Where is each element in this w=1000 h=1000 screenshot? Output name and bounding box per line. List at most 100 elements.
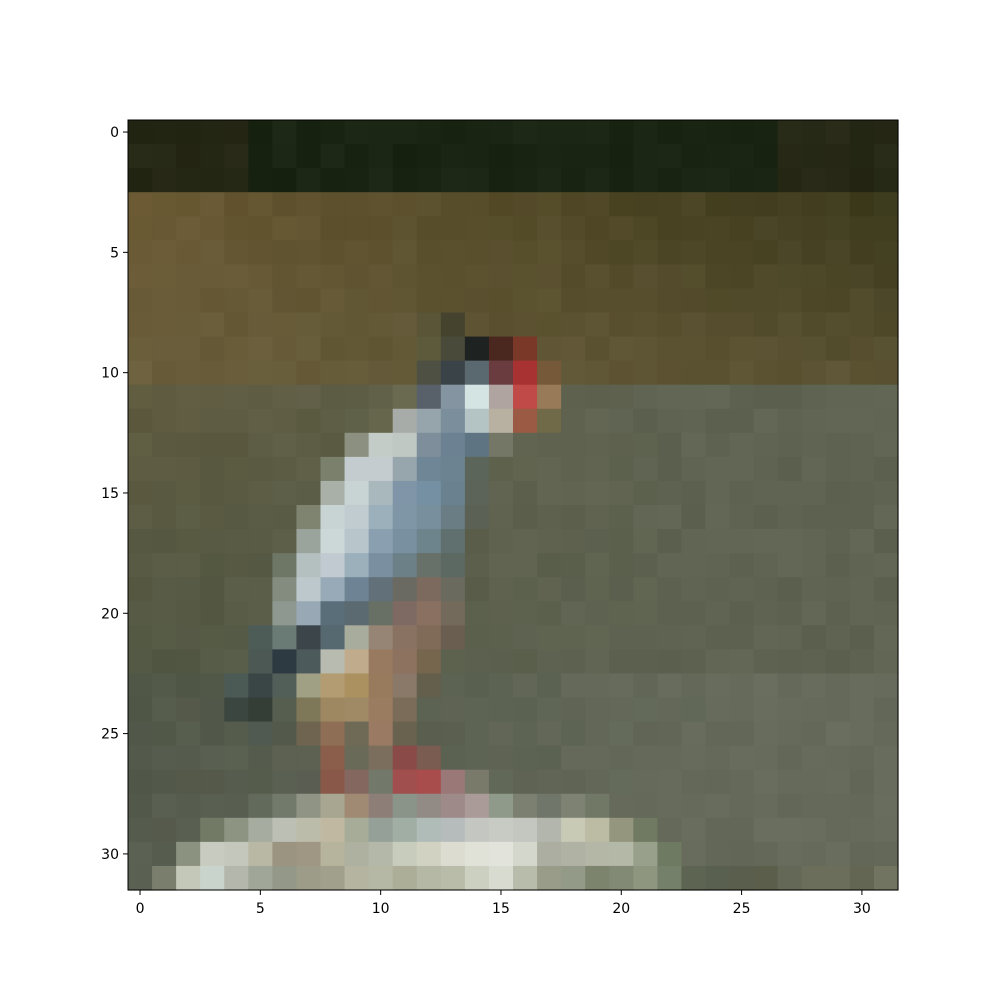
pixel-cell bbox=[801, 841, 827, 867]
pixel-cell bbox=[657, 192, 683, 217]
pixel-cell bbox=[272, 144, 298, 169]
pixel-cell bbox=[296, 865, 322, 891]
pixel-cell bbox=[344, 432, 370, 458]
pixel-cell bbox=[777, 865, 803, 891]
pixel-cell bbox=[152, 144, 177, 169]
pixel-cell bbox=[873, 649, 899, 675]
pixel-cell bbox=[609, 312, 634, 338]
pixel-cell bbox=[224, 505, 249, 530]
pixel-cell bbox=[464, 601, 490, 626]
pixel-cell bbox=[801, 793, 827, 819]
pixel-cell bbox=[176, 505, 201, 530]
pixel-cell bbox=[200, 288, 225, 314]
pixel-cell bbox=[368, 360, 394, 386]
pixel-cell bbox=[729, 336, 755, 362]
pixel-cell bbox=[513, 408, 538, 434]
pixel-cell bbox=[537, 480, 562, 506]
pixel-cell bbox=[344, 625, 370, 650]
pixel-cell bbox=[777, 312, 803, 338]
pixel-cell bbox=[753, 721, 779, 747]
pixel-cell bbox=[561, 168, 586, 193]
pixel-cell bbox=[440, 697, 466, 723]
pixel-cell bbox=[729, 769, 755, 795]
pixel-cell bbox=[320, 697, 346, 723]
pixel-cell bbox=[777, 384, 803, 410]
pixel-cell bbox=[513, 264, 538, 290]
pixel-cell bbox=[657, 168, 683, 193]
pixel-cell bbox=[464, 240, 490, 265]
pixel-cell bbox=[801, 673, 827, 699]
pixel-cell bbox=[825, 216, 851, 241]
pixel-cell bbox=[416, 384, 442, 410]
pixel-cell bbox=[320, 505, 346, 530]
pixel-cell bbox=[368, 625, 394, 650]
pixel-cell bbox=[368, 793, 394, 819]
pixel-cell bbox=[440, 865, 466, 891]
pixel-cell bbox=[777, 553, 803, 578]
pixel-cell bbox=[849, 216, 875, 241]
pixel-cell bbox=[248, 721, 273, 747]
pixel-cell bbox=[801, 120, 827, 145]
pixel-cell bbox=[825, 673, 851, 699]
pixel-cell bbox=[152, 480, 177, 506]
pixel-cell bbox=[657, 240, 683, 265]
pixel-cell bbox=[537, 120, 562, 145]
pixel-cell bbox=[537, 432, 562, 458]
pixel-cell bbox=[777, 336, 803, 362]
pixel-cell bbox=[657, 601, 683, 626]
pixel-cell bbox=[176, 192, 201, 217]
pixel-cell bbox=[128, 673, 153, 699]
pixel-cell bbox=[200, 601, 225, 626]
pixel-cell bbox=[200, 312, 225, 338]
pixel-cell bbox=[753, 865, 779, 891]
pixel-cell bbox=[657, 456, 683, 482]
pixel-cell bbox=[368, 769, 394, 795]
pixel-cell bbox=[152, 673, 177, 699]
pixel-cell bbox=[633, 288, 658, 314]
pixel-cell bbox=[513, 625, 538, 650]
pixel-cell bbox=[801, 625, 827, 650]
pixel-cell bbox=[561, 120, 586, 145]
pixel-cell bbox=[681, 480, 707, 506]
pixel-cell bbox=[200, 673, 225, 699]
pixel-cell bbox=[464, 168, 490, 193]
pixel-cell bbox=[825, 625, 851, 650]
y-tick-label: 0 bbox=[110, 125, 119, 141]
pixel-cell bbox=[176, 288, 201, 314]
pixel-cell bbox=[320, 769, 346, 795]
pixel-cell bbox=[801, 288, 827, 314]
pixel-cell bbox=[609, 841, 634, 867]
pixel-cell bbox=[272, 456, 298, 482]
pixel-cell bbox=[392, 553, 418, 578]
pixel-cell bbox=[392, 264, 418, 290]
pixel-cell bbox=[176, 769, 201, 795]
pixel-cell bbox=[609, 769, 634, 795]
pixel-cell bbox=[224, 456, 249, 482]
pixel-cell bbox=[801, 384, 827, 410]
pixel-cell bbox=[513, 673, 538, 699]
pixel-cell bbox=[753, 216, 779, 241]
pixel-cell bbox=[344, 841, 370, 867]
pixel-cell bbox=[416, 865, 442, 891]
pixel-cell bbox=[849, 505, 875, 530]
pixel-cell bbox=[416, 456, 442, 482]
pixel-cell bbox=[633, 625, 658, 650]
pixel-cell bbox=[440, 841, 466, 867]
pixel-cell bbox=[801, 745, 827, 771]
pixel-cell bbox=[344, 673, 370, 699]
pixel-cell bbox=[128, 649, 153, 675]
pixel-cell bbox=[561, 192, 586, 217]
pixel-cell bbox=[657, 841, 683, 867]
pixel-cell bbox=[128, 865, 153, 891]
pixel-cell bbox=[657, 264, 683, 290]
pixel-cell bbox=[681, 553, 707, 578]
pixel-cell bbox=[368, 432, 394, 458]
pixel-cell bbox=[176, 480, 201, 506]
pixel-cell bbox=[224, 192, 249, 217]
x-tick-label: 15 bbox=[492, 901, 510, 917]
pixel-cell bbox=[296, 721, 322, 747]
pixel-cell bbox=[200, 529, 225, 554]
pixel-cell bbox=[272, 769, 298, 795]
pixel-cell bbox=[176, 408, 201, 434]
pixel-cell bbox=[296, 288, 322, 314]
